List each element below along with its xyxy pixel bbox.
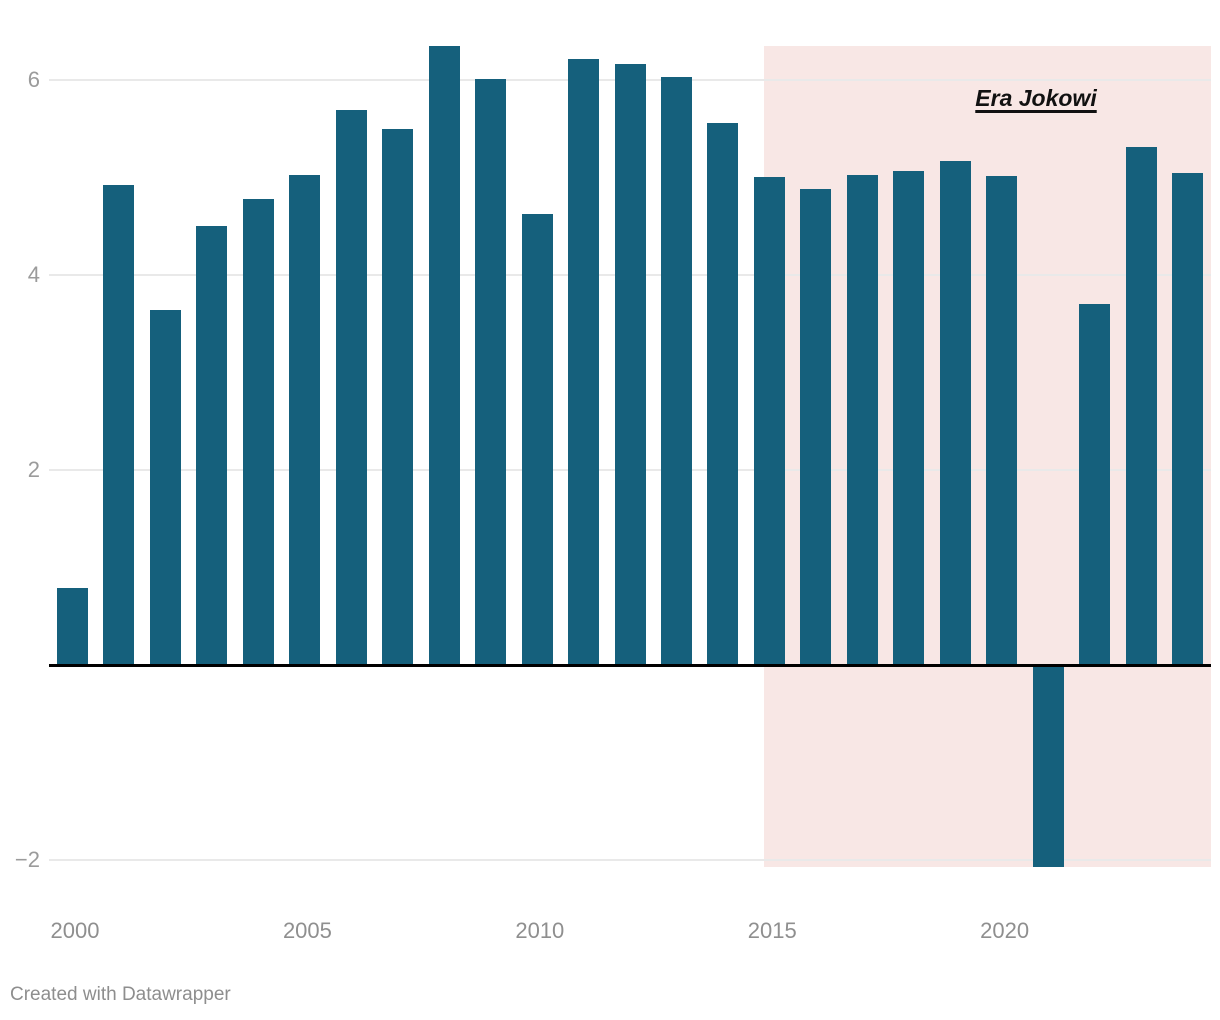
bar-2000 <box>103 185 135 666</box>
y-axis-tick-label: 6 <box>27 67 40 93</box>
bar-2012 <box>660 77 692 666</box>
bar-2007 <box>428 46 460 666</box>
bar-2018 <box>939 161 971 666</box>
bar-2011 <box>614 63 646 666</box>
zero-baseline <box>49 663 1211 667</box>
bar-2017 <box>893 170 925 666</box>
bar-2013 <box>707 123 739 666</box>
bar-2016 <box>846 174 878 666</box>
y-axis-tick-label: 2 <box>27 457 40 483</box>
bar-2010 <box>568 58 600 666</box>
bar-2001 <box>149 310 181 666</box>
y-axis-tick-label: −2 <box>14 847 40 873</box>
bar-2004 <box>289 174 321 666</box>
bar-2022 <box>1125 147 1157 666</box>
bar-2009 <box>521 213 553 666</box>
bar-2019 <box>986 175 1018 666</box>
x-axis-tick-label: 2015 <box>747 918 797 943</box>
bar-2015 <box>800 189 832 666</box>
x-axis-tick-label: 2010 <box>515 918 565 943</box>
bar-2005 <box>335 110 367 666</box>
x-axis-tick-label: 2005 <box>282 918 332 943</box>
x-axis-tick-label: 2020 <box>980 918 1030 943</box>
y-axis-tick-label: 4 <box>27 262 40 288</box>
era-annotation-label: Era Jokowi <box>975 85 1097 111</box>
bar-1999 <box>56 588 88 666</box>
bar-2006 <box>382 128 414 666</box>
gridline <box>49 859 1211 862</box>
bar-2008 <box>475 79 507 666</box>
x-axis-tick-label: 2000 <box>50 918 100 943</box>
bar-2020 <box>1032 665 1064 867</box>
bar-2021 <box>1079 304 1111 666</box>
plot-area: 6 4 2 −2 2000 2005 2010 2015 2020 <box>14 46 1211 943</box>
bar-2003 <box>242 199 274 666</box>
bar-2023 <box>1172 172 1204 666</box>
datawrapper-credit-link[interactable]: Created with Datawrapper <box>10 984 231 1005</box>
bar-2002 <box>196 226 228 666</box>
bar-2014 <box>753 176 785 666</box>
